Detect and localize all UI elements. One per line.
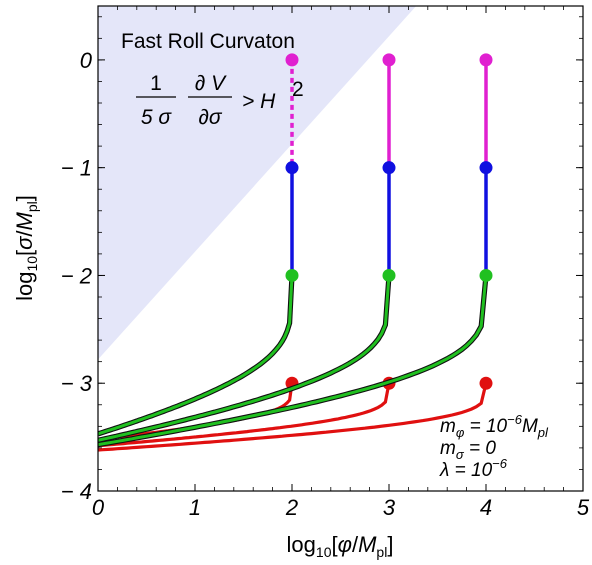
green-dot (479, 268, 493, 282)
green-trajectory-curve (98, 275, 294, 436)
param-m-phi: mφ = 10−6Mpl (440, 412, 549, 440)
blue-dot (382, 161, 396, 175)
svg-text:1: 1 (150, 72, 162, 95)
fast-roll-region (98, 6, 417, 360)
x-tick-label: 3 (383, 495, 396, 520)
svg-text:> H: > H (242, 90, 276, 113)
parameter-list: mφ = 10−6Mpl mσ = 0 λ = 10−6 (439, 412, 549, 481)
green-dot (285, 268, 299, 282)
green-trajectory-curve (98, 275, 488, 447)
magenta-dot (479, 53, 493, 67)
svg-text:∂ V: ∂ V (195, 72, 227, 95)
svg-text:5 σ: 5 σ (141, 106, 173, 129)
y-axis-label: log10[σ/Mpl] (12, 195, 40, 301)
y-tick-label: − 1 (61, 156, 92, 181)
x-tick-label: 1 (189, 495, 201, 520)
green-dot (382, 268, 396, 282)
y-tick-label: − 2 (61, 263, 92, 288)
x-tick-label: 2 (285, 495, 298, 520)
plot-frame (97, 5, 584, 492)
region-label: Fast Roll Curvaton (121, 30, 295, 53)
x-axis-label: log10[φ/Mpl] (287, 532, 394, 560)
blue-dot (285, 161, 299, 175)
svg-text:∂σ: ∂σ (198, 106, 222, 129)
green-trajectory-curve (98, 275, 391, 442)
blue-dot (479, 161, 493, 175)
red-trajectory-curve (98, 382, 391, 448)
red-trajectory-curve (98, 382, 488, 452)
x-tick-label: 4 (480, 495, 492, 520)
x-tick-label: 0 (92, 495, 105, 520)
y-tick-label: − 4 (61, 479, 92, 504)
param-m-sigma: mσ = 0 (440, 438, 496, 462)
x-tick-label: 5 (577, 495, 590, 520)
magenta-dot (285, 53, 299, 67)
svg-text:2: 2 (292, 78, 304, 101)
y-tick-label: − 3 (61, 371, 93, 396)
y-tick-label: 0 (80, 48, 93, 73)
condition-formula: 1 5 σ ∂ V ∂σ > H 2 (136, 72, 304, 129)
magenta-dot (382, 53, 396, 67)
param-lambda: λ = 10−6 (439, 456, 508, 481)
red-dot (479, 376, 493, 390)
